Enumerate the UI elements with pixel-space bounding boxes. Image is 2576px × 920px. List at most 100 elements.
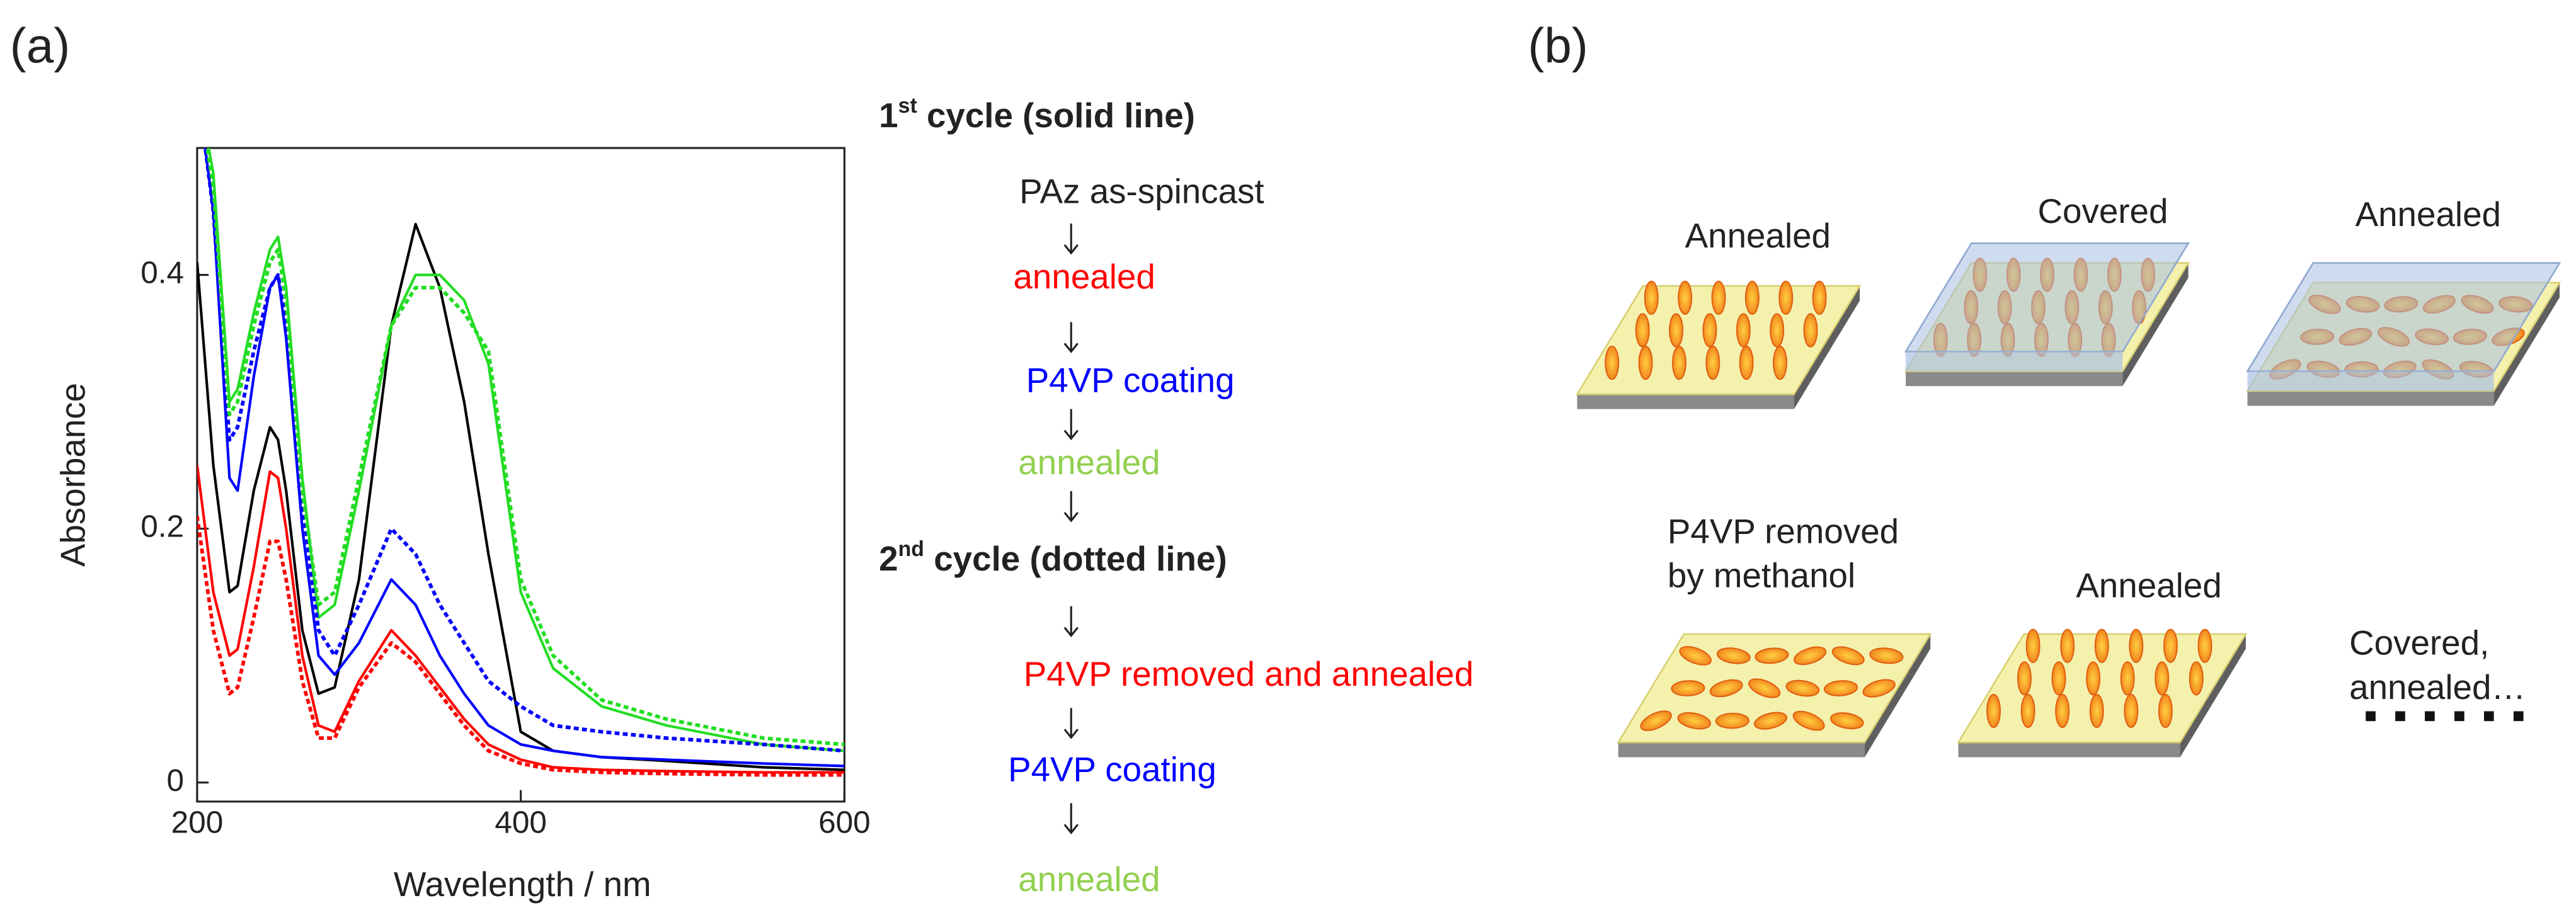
- grain: [2197, 628, 2212, 663]
- grain: [1739, 345, 1754, 380]
- arrow: [1063, 606, 1079, 638]
- flow-step: annealed: [1018, 860, 1160, 899]
- grain: [2055, 693, 2070, 729]
- grain: [2129, 628, 2144, 663]
- plot-area: [197, 148, 845, 777]
- x-tick-label: 600: [818, 805, 871, 840]
- cycle-number: 2: [879, 540, 898, 579]
- grain: [1679, 645, 1712, 666]
- arrow: [1063, 708, 1079, 739]
- step-caption: Annealed: [2076, 565, 2221, 605]
- grain: [1736, 313, 1751, 348]
- grain: [2163, 628, 2178, 663]
- step-caption: Annealed: [1685, 216, 1831, 255]
- grain: [1986, 693, 2001, 729]
- grain: [1635, 313, 1650, 348]
- flow-arrows: [1063, 223, 1079, 834]
- grain: [1812, 280, 1827, 315]
- film-slab: [1904, 242, 2190, 387]
- step-caption: annealed…: [2349, 667, 2526, 707]
- substrate-front: [2247, 390, 2494, 406]
- flow-step: annealed: [1018, 443, 1160, 482]
- cycle-text: cycle (solid line): [917, 96, 1195, 135]
- spectrum-line: [203, 148, 845, 753]
- film-slab: [1617, 633, 1932, 758]
- grain: [1716, 647, 1751, 664]
- grain: [1671, 345, 1686, 380]
- grain: [1823, 680, 1858, 696]
- grain: [2017, 661, 2032, 696]
- grain: [1711, 280, 1726, 315]
- grain: [1755, 647, 1789, 664]
- grain: [1831, 646, 1865, 666]
- grain: [1638, 345, 1653, 380]
- arrow: [1063, 322, 1079, 353]
- flow-step: P4VP removed and annealed: [1024, 654, 1474, 693]
- arrow: [1063, 409, 1079, 441]
- substrate-side: [1794, 286, 1860, 409]
- grain: [1702, 313, 1717, 348]
- cycle-number: 1: [879, 96, 898, 135]
- grain: [1829, 712, 1864, 730]
- y-tick-label: 0.2: [140, 509, 184, 544]
- grain: [1715, 712, 1750, 729]
- grain: [1644, 280, 1659, 315]
- substrate-side: [2122, 263, 2189, 387]
- x-tick-label: 200: [171, 805, 224, 840]
- y-tick-label: 0.4: [140, 256, 184, 290]
- step-caption: Covered: [2037, 191, 2168, 230]
- grain: [1754, 712, 1788, 730]
- grain: [1671, 680, 1705, 696]
- spectrum-line: [205, 148, 845, 747]
- flow-step: PAz as-spincast: [1019, 172, 1264, 211]
- substrate-front: [1577, 394, 1794, 409]
- x-axis-label: Wavelength / nm: [394, 865, 651, 904]
- plot-frame: [196, 147, 845, 803]
- grain: [1773, 345, 1788, 380]
- panel-label: (a): [10, 18, 71, 73]
- ellipsis-dots: [2366, 711, 2524, 722]
- substrate-front: [1906, 371, 2123, 387]
- cover-front: [1906, 351, 2123, 372]
- grain: [1794, 646, 1827, 666]
- grain: [1785, 679, 1820, 697]
- spectrum-line: [207, 148, 845, 752]
- spectrum-line: [197, 465, 845, 774]
- grain: [2124, 693, 2139, 729]
- substrate-front: [1958, 742, 2180, 758]
- grain: [1640, 710, 1672, 731]
- grain: [2094, 628, 2109, 663]
- step-caption: by methanol: [1668, 556, 1855, 595]
- spectrum-line: [197, 222, 845, 771]
- cycle-suffix: st: [898, 94, 917, 118]
- grain: [1705, 345, 1720, 380]
- grain: [1869, 647, 1904, 664]
- grain: [1792, 710, 1825, 731]
- cycle-heading: 2nd cycle (dotted line): [879, 537, 1227, 579]
- grain: [1770, 313, 1785, 348]
- cycle-heading: 1st cycle (solid line): [879, 94, 1195, 135]
- grain: [2155, 661, 2170, 696]
- step-caption: Covered,: [2349, 623, 2489, 662]
- substrate-side: [2180, 633, 2246, 758]
- y-tick-label: 0: [167, 763, 185, 798]
- y-axis-label: Absorbance: [53, 383, 92, 567]
- flow-step: P4VP coating: [1008, 749, 1216, 788]
- grain: [1709, 679, 1743, 698]
- grain: [2020, 693, 2035, 729]
- grain: [1778, 280, 1794, 315]
- grain: [2089, 693, 2104, 729]
- cycle-suffix: nd: [898, 537, 924, 561]
- spectrum-line: [197, 516, 845, 777]
- film-slab: [2246, 262, 2562, 406]
- x-tick-label: 400: [495, 805, 547, 840]
- step-caption: P4VP removed: [1668, 511, 1899, 550]
- panel-label: (b): [1528, 18, 1588, 73]
- grain: [1677, 712, 1711, 730]
- grain: [2120, 661, 2135, 696]
- cycle-text: cycle (dotted line): [924, 540, 1227, 579]
- spectrum-line: [203, 148, 845, 768]
- grain: [1744, 280, 1760, 315]
- film-slab: [1957, 628, 2248, 758]
